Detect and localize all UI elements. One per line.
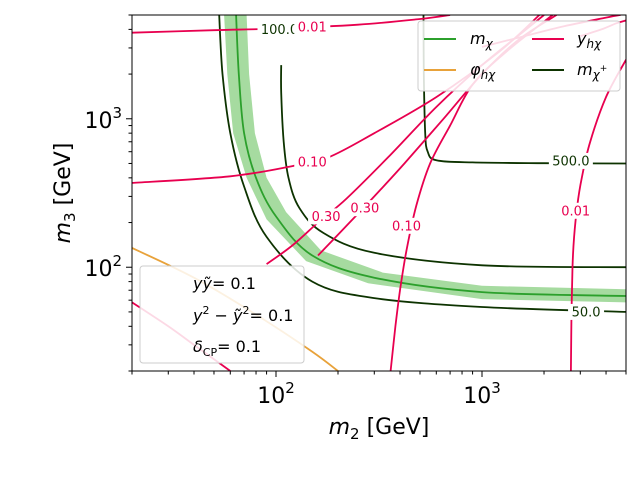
contour-label-bg-y-h-7 bbox=[346, 200, 383, 217]
info-line-3: δCP= 0.1 bbox=[193, 337, 261, 359]
contour-labels: 50.0 100.0 500.0 0.01 0.10 0.30 0.30 0.10 0.01 bbox=[257, 19, 605, 320]
contour-label-bg-y-h-4 bbox=[294, 19, 331, 36]
info-box: yỹ= 0.1 y2 − ỹ2= 0.1 δCP= 0.1 bbox=[139, 265, 305, 364]
legend: mχ φhχ yhχ mχ+ bbox=[417, 20, 621, 92]
info-box-frame bbox=[139, 265, 305, 364]
plot-frame bbox=[131, 14, 627, 372]
contour-label-bg-y-h-5 bbox=[294, 154, 331, 171]
contour-label-m-1: 50.0 bbox=[572, 305, 601, 320]
contour-label-y-h-5: 0.10 bbox=[298, 156, 327, 171]
contour-label-y-h-8: 0.10 bbox=[392, 219, 421, 234]
contour-label-y-h-6: 0.30 bbox=[312, 210, 341, 225]
contour-label-bg-m-1 bbox=[568, 303, 605, 320]
x-axis-label: m2 [GeV] bbox=[329, 415, 430, 443]
contour-label-bg-y-h-6 bbox=[308, 208, 345, 225]
contour-label-bg-m-2 bbox=[257, 21, 302, 38]
contour-label-bg-m-3 bbox=[548, 152, 593, 169]
series-line-m-2 bbox=[280, 65, 626, 269]
contour-label-bg-y-h-8 bbox=[388, 217, 425, 234]
contour-label-y-h-7: 0.30 bbox=[350, 202, 379, 217]
y-axis-label: m3 [GeV] bbox=[51, 143, 79, 244]
contour-label-m-3: 500.0 bbox=[552, 154, 589, 169]
contour-label-y-h-4: 0.01 bbox=[298, 21, 327, 36]
contour-label-bg-y-h-9 bbox=[557, 202, 594, 219]
y-tick-label-1: 103 bbox=[84, 104, 122, 134]
contour-label-y-h-9: 0.01 bbox=[561, 204, 590, 219]
legend-label-m-chi-plus: mχ+ bbox=[577, 60, 607, 82]
x-tick-label-1: 103 bbox=[463, 379, 501, 409]
contour-label-m-2: 100.0 bbox=[261, 23, 298, 38]
info-line-2: y2 − ỹ2= 0.1 bbox=[192, 304, 293, 325]
series-line-m-0 bbox=[235, 15, 626, 297]
axis-ticks: 102 103 102 103 bbox=[84, 14, 627, 409]
y-tick-label-0: 102 bbox=[84, 252, 122, 282]
legend-frame bbox=[417, 20, 621, 92]
series-line-m-1 bbox=[218, 15, 626, 313]
info-line-1: yỹ= 0.1 bbox=[192, 274, 256, 293]
x-tick-label-0: 102 bbox=[257, 379, 295, 409]
